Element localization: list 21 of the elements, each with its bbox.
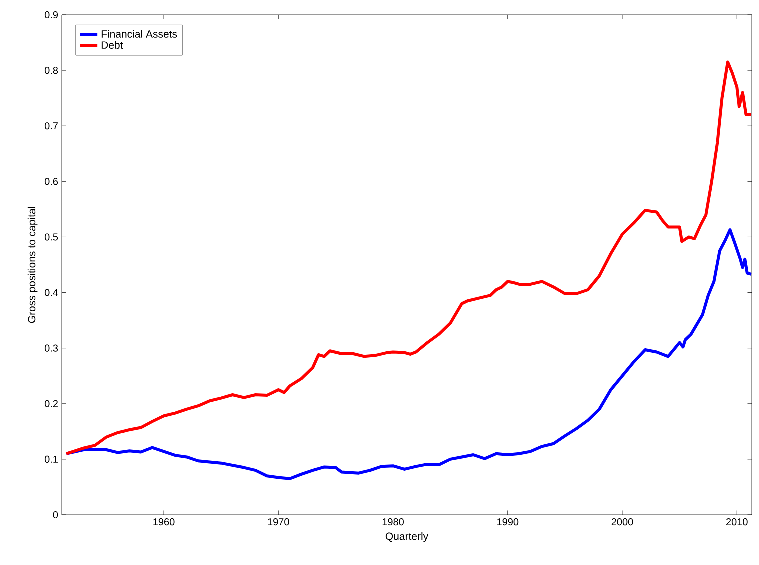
y-tick-label: 0.1: [44, 456, 58, 463]
x-tick-label: 1990: [498, 518, 519, 526]
x-tick-label: 2000: [612, 518, 634, 526]
y-tick-label: 0.2: [44, 400, 58, 408]
x-tick-label: 1960: [154, 518, 175, 526]
x-axis-title: Quarterly: [386, 532, 429, 542]
y-tick-label: 0.5: [44, 234, 58, 241]
legend-label: Debt: [102, 41, 124, 50]
x-tick-label: 1980: [382, 518, 404, 526]
line-series: [65, 60, 752, 456]
y-tick-label: 0.3: [44, 344, 58, 352]
y-tick-label: 0.4: [44, 289, 58, 296]
x-tick-label: 1970: [268, 518, 290, 526]
y-tick-label: 0.9: [44, 11, 58, 19]
y-tick-label: 0.6: [44, 178, 58, 186]
legend-label: Financial Assets: [102, 30, 178, 38]
y-tick-label: 0.7: [44, 122, 58, 130]
y-tick-label: 0: [53, 511, 58, 519]
y-tick-label: 0.8: [44, 67, 58, 74]
x-tick-label: 2010: [726, 518, 748, 526]
y-axis-title: Gross positions to capital: [28, 207, 38, 324]
